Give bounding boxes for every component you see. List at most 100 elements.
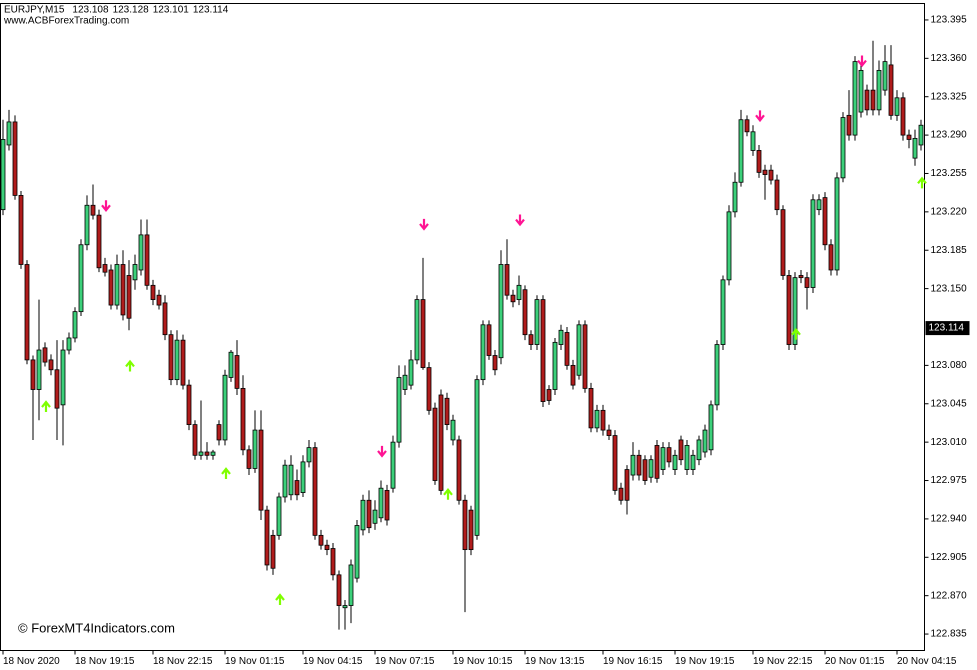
candle-body xyxy=(858,69,864,113)
candle-body xyxy=(114,264,120,306)
candle-body xyxy=(846,114,852,136)
buy-arrow xyxy=(917,176,927,189)
candle-body xyxy=(594,409,600,429)
sell-arrow xyxy=(755,110,765,123)
candle-body xyxy=(414,299,420,361)
candle-body xyxy=(918,124,924,146)
candle-body xyxy=(342,605,348,609)
candle-body xyxy=(900,97,906,136)
candle-body xyxy=(366,499,372,529)
candle-body xyxy=(18,195,24,265)
candle-body xyxy=(840,117,846,179)
candle-body xyxy=(510,294,516,303)
candle-body xyxy=(630,454,636,476)
candle-body xyxy=(624,469,630,501)
candle-body xyxy=(588,388,594,429)
y-tick-label: 123.360 xyxy=(931,53,968,64)
y-tick-label: 122.940 xyxy=(931,514,968,525)
y-tick-label: 123.290 xyxy=(931,130,968,141)
candle-body xyxy=(102,264,108,273)
buy-arrow xyxy=(791,327,801,340)
candle-body xyxy=(246,449,252,469)
candle-body xyxy=(702,429,708,453)
candle-body xyxy=(642,459,648,481)
candle-body xyxy=(528,334,534,345)
candle-body xyxy=(348,564,354,606)
candle-body xyxy=(54,369,60,409)
candle-body xyxy=(252,429,258,469)
candle-body xyxy=(828,244,834,271)
candle-body xyxy=(732,181,738,213)
candle-body xyxy=(294,480,300,496)
candle-body xyxy=(84,204,90,246)
candle-body xyxy=(516,284,522,300)
candle-body xyxy=(636,454,642,476)
candle-body xyxy=(180,339,186,386)
candle-body xyxy=(522,289,528,336)
candle-body xyxy=(912,137,918,159)
candle-body xyxy=(192,424,198,456)
candle-body xyxy=(546,389,552,401)
candle-body xyxy=(864,89,870,111)
candle-body xyxy=(888,64,894,116)
x-tick-label: 20 Nov 04:15 xyxy=(897,656,957,667)
y-tick-label: 122.835 xyxy=(931,629,968,640)
candle-body xyxy=(720,279,726,345)
candle-body xyxy=(582,324,588,389)
candle-body xyxy=(396,377,402,443)
candle-body xyxy=(288,464,294,496)
candle-body xyxy=(66,337,72,351)
candle-body xyxy=(360,499,366,531)
candle-body xyxy=(726,211,732,281)
x-tick-label: 19 Nov 10:15 xyxy=(453,656,513,667)
candle-body xyxy=(744,119,750,133)
candle-body xyxy=(492,355,498,371)
candle-body xyxy=(780,209,786,276)
candle-body xyxy=(324,544,330,551)
candle-body xyxy=(150,284,156,300)
last-price-label: 123.114 xyxy=(929,323,965,334)
candle-body xyxy=(462,499,468,551)
candle-body xyxy=(456,439,462,501)
candle-body xyxy=(258,429,264,511)
candle-body xyxy=(798,275,804,279)
candle-body xyxy=(750,131,756,151)
candle-body xyxy=(570,364,576,386)
candle-body xyxy=(684,445,690,470)
candle-body xyxy=(204,451,210,456)
sell-arrow xyxy=(515,214,525,227)
header-low: 123.101 xyxy=(153,5,190,16)
candle-body xyxy=(108,269,114,306)
sell-arrow xyxy=(857,55,867,68)
candle-body xyxy=(24,264,30,361)
header-close: 123.114 xyxy=(193,5,229,16)
candle-body xyxy=(774,179,780,211)
candle-body xyxy=(60,349,66,406)
plot-frame xyxy=(0,3,925,651)
candle-body xyxy=(882,61,888,91)
candle-body xyxy=(438,394,444,491)
candle-body xyxy=(90,204,96,216)
buy-arrow xyxy=(125,359,135,372)
candle-body xyxy=(330,548,336,576)
candle-body xyxy=(486,324,492,356)
candle-body xyxy=(306,447,312,463)
candle-body xyxy=(240,388,246,451)
candle-body xyxy=(540,299,546,402)
candle-body xyxy=(78,244,84,313)
candle-body xyxy=(786,275,792,345)
candle-body xyxy=(378,487,384,519)
site-url: www.ACBForexTrading.com xyxy=(3,16,129,27)
candle-body xyxy=(432,407,438,481)
symbol: EURJPY,M15 xyxy=(4,5,65,16)
candle-body xyxy=(504,264,510,296)
y-tick-label: 123.255 xyxy=(931,168,968,179)
candle-body xyxy=(762,169,768,175)
candle-body xyxy=(186,384,192,425)
candle-body xyxy=(558,329,564,345)
x-tick-label: 18 Nov 22:15 xyxy=(153,656,213,667)
x-tick-label: 18 Nov 19:15 xyxy=(75,656,135,667)
x-tick-label: 19 Nov 19:15 xyxy=(675,656,735,667)
candle-body xyxy=(480,324,486,381)
